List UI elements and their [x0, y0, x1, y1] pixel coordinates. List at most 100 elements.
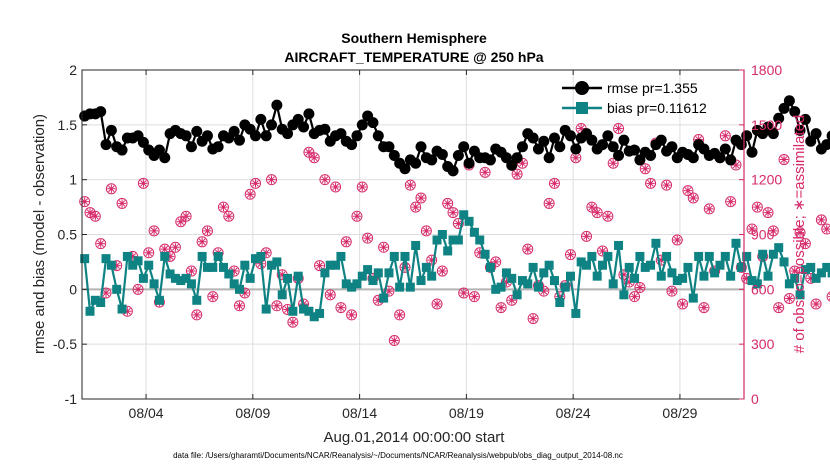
obs-assimilated-marker — [149, 226, 159, 236]
rmse-marker — [159, 152, 171, 164]
obs-point — [330, 181, 342, 193]
obs-assimilated-marker — [774, 303, 783, 312]
obs-point — [287, 316, 299, 328]
obs-possible-marker — [762, 207, 774, 219]
bias-marker — [267, 260, 277, 270]
obs-point — [95, 238, 107, 250]
rmse-marker — [137, 136, 149, 148]
x-tick-label: 08/24 — [556, 405, 591, 421]
obs-possible-marker — [767, 225, 779, 237]
obs-possible-marker — [447, 207, 459, 219]
bias-marker — [160, 251, 170, 261]
obs-possible-marker — [719, 130, 731, 142]
legend-bias-marker — [576, 102, 588, 114]
obs-point — [719, 130, 731, 142]
obs-point — [698, 302, 710, 314]
rmse-marker — [629, 144, 641, 156]
rmse-marker — [185, 141, 197, 153]
bias-marker — [736, 262, 746, 272]
rmse-marker — [794, 124, 806, 136]
obs-point — [378, 241, 390, 253]
obs-assimilated-marker — [192, 310, 201, 320]
obs-possible-marker — [404, 179, 416, 191]
obs-possible-marker — [506, 294, 518, 306]
rmse-marker — [388, 150, 400, 162]
chart-subtitle: AIRCRAFT_TEMPERATURE @ 250 hPa — [284, 49, 543, 65]
obs-assimilated-marker — [550, 179, 559, 188]
bias-marker — [453, 235, 463, 245]
bias-marker — [811, 273, 821, 283]
obs-assimilated-marker — [470, 292, 479, 301]
obs-possible-marker — [698, 302, 710, 314]
bias-marker — [587, 251, 597, 261]
obs-assimilated-marker — [566, 250, 575, 259]
bias-marker — [619, 290, 629, 300]
obs-possible-marker — [143, 247, 155, 259]
rmse-marker — [116, 144, 128, 156]
obs-point — [436, 265, 448, 277]
rmse-marker — [570, 143, 582, 155]
obs-possible-marker — [271, 300, 283, 312]
obs-possible-marker — [196, 236, 208, 248]
obs-possible-marker — [95, 238, 107, 250]
obs-assimilated-marker — [657, 255, 666, 265]
bias-marker — [731, 238, 741, 248]
bias-marker — [598, 260, 608, 270]
bias-marker — [405, 282, 415, 292]
obs-assimilated-marker — [219, 202, 228, 212]
rmse-marker — [399, 163, 411, 175]
rmse-marker — [367, 117, 379, 129]
obs-assimilated-marker — [454, 219, 463, 228]
obs-possible-marker — [597, 245, 609, 257]
rmse-marker — [516, 141, 528, 153]
rmse-marker — [212, 141, 224, 153]
bias-marker — [614, 240, 624, 250]
obs-assimilated-marker — [769, 226, 778, 236]
y-tick-label-right: 0 — [751, 391, 759, 407]
bias-marker — [299, 304, 309, 314]
bias-marker — [795, 290, 805, 300]
obs-possible-marker — [319, 174, 331, 186]
obs-point — [581, 230, 593, 242]
rmse-marker — [586, 134, 598, 146]
obs-possible-marker — [330, 181, 342, 193]
bias-marker — [138, 273, 148, 283]
bias-marker — [528, 262, 538, 272]
bias-marker — [437, 230, 447, 239]
obs-assimilated-marker — [181, 212, 191, 221]
obs-assimilated-marker — [475, 248, 484, 257]
obs-possible-marker — [233, 300, 245, 312]
obs-possible-marker — [89, 210, 101, 222]
obs-point — [319, 174, 331, 186]
bias-marker — [790, 273, 800, 283]
bias-marker — [283, 273, 293, 283]
obs-possible-marker — [431, 298, 443, 310]
y-tick-label-left: -0.5 — [53, 336, 77, 352]
obs-assimilated-marker — [592, 208, 602, 217]
rmse-marker — [767, 128, 779, 140]
obs-assimilated-marker — [801, 239, 810, 248]
obs-possible-marker — [436, 265, 448, 277]
obs-assimilated-marker — [278, 270, 287, 279]
bias-marker — [646, 260, 656, 270]
obs-possible-marker — [543, 197, 555, 209]
bias-marker — [277, 290, 287, 300]
rmse-marker — [458, 141, 470, 153]
bias-marker — [560, 282, 570, 292]
obs-point — [105, 183, 117, 195]
obs-assimilated-marker — [544, 199, 554, 208]
bias-marker — [555, 297, 565, 307]
bias-marker — [304, 306, 314, 316]
rmse-marker — [191, 125, 203, 137]
obs-possible-marker — [394, 309, 406, 321]
obs-assimilated-marker — [582, 232, 591, 241]
obs-assimilated-marker — [742, 274, 751, 283]
obs-assimilated-marker — [480, 168, 490, 177]
bias-marker — [688, 293, 698, 303]
bias-marker — [549, 276, 559, 286]
bias-marker — [517, 276, 527, 286]
bias-marker — [512, 290, 522, 300]
bias-marker — [331, 260, 341, 270]
x-tick-label: 08/29 — [662, 405, 697, 421]
